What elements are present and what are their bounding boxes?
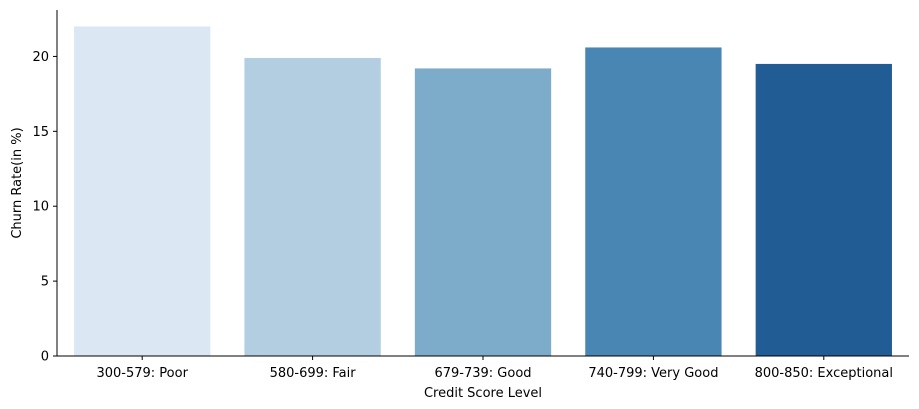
y-tick-label: 10 [32,200,49,215]
x-axis-label: Credit Score Level [424,386,542,401]
bar-2 [244,57,381,357]
y-ticks: 0 5 10 15 20 [32,50,57,365]
bar-4 [585,47,722,356]
bar-3 [414,68,552,356]
y-axis: 0 5 10 15 20 [32,10,58,365]
x-tick-label: 740-799: Very Good [588,366,718,381]
y-tick-label: 0 [41,350,49,365]
y-tick-label: 15 [32,125,49,140]
x-tick-label: 679-739: Good [434,366,531,381]
y-axis-label: Churn Rate(in %) [10,127,25,238]
y-tick-label: 20 [32,50,49,65]
bar-1 [74,26,211,356]
y-tick-label: 5 [41,275,49,290]
x-ticks: 300-579: Poor 580-699: Fair 679-739: Good 7… [96,356,893,381]
x-axis: 300-579: Poor 580-699: Fair 679-739: Good 7… [57,355,909,381]
x-tick-label: 800-850: Exceptional [755,366,893,381]
x-tick-label: 580-699: Fair [270,366,357,381]
x-tick-label: 300-579: Poor [96,366,188,381]
bars-group [74,26,892,357]
bar-5 [755,63,892,356]
